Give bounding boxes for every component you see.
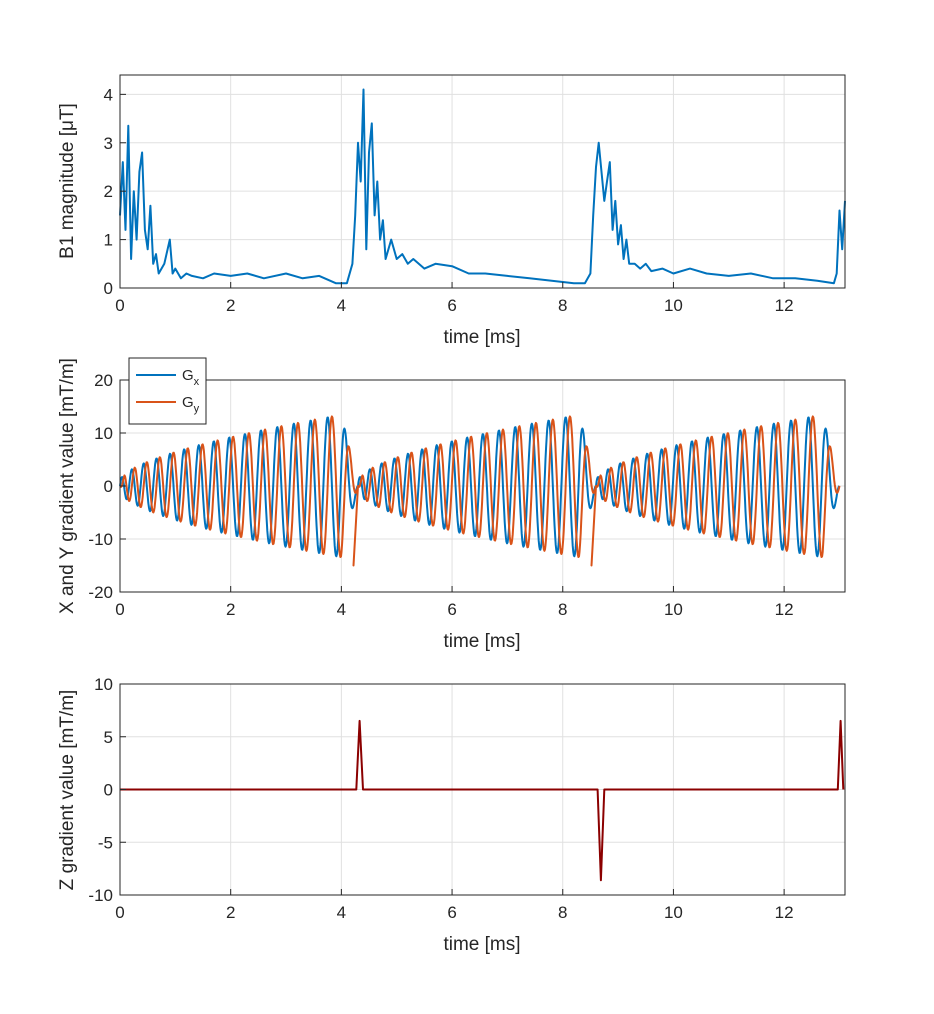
legend-box [128,357,207,425]
b1-ytick-label: 1 [104,231,113,250]
b1-ytick-label: 0 [104,279,113,298]
xy-series-gy [119,415,841,567]
legend-gx-base: G [182,367,194,384]
b1-series-b1 [119,88,846,285]
z-xtick-label: 12 [775,903,794,922]
b1-xlabel: time [ms] [443,327,520,348]
z-xtick-label: 0 [115,903,124,922]
z-data [120,719,845,882]
b1-xtick-label: 0 [115,296,124,315]
z-ytick-label: -10 [88,886,113,905]
z-gradient-plot: 0 2 4 6 8 10 12 -10 -5 0 5 10 time [ms] Z gradient … [57,675,846,955]
xy-ytick-label: -10 [88,530,113,549]
z-ticks: 0 2 4 6 8 10 12 -10 -5 0 5 10 [88,675,793,922]
b1-plot-area [120,75,845,288]
xy-xtick-label: 6 [447,600,456,619]
b1-axes-box [119,74,846,289]
xy-ylabel: X and Y gradient value [mT/m] [57,358,78,614]
b1-xtick-label: 2 [226,296,235,315]
xy-xtick-label: 0 [115,600,124,619]
z-ylabel: Z gradient value [mT/m] [57,690,78,891]
b1-ytick-label: 3 [104,134,113,153]
b1-data [119,88,846,285]
legend: Gx Gy [128,357,207,425]
xy-xlabel: time [ms] [443,631,520,652]
z-ytick-label: 10 [94,675,113,694]
z-ytick-label: -5 [98,833,113,852]
z-series-gz [120,719,845,882]
z-xtick-label: 8 [558,903,567,922]
z-ytick-label: 0 [104,781,113,800]
b1-xtick-label: 6 [447,296,456,315]
xy-xtick-label: 2 [226,600,235,619]
xy-xtick-label: 8 [558,600,567,619]
xy-ticks: 0 2 4 6 8 10 12 -20 -10 0 10 20 [88,371,793,619]
legend-gy-label: Gy [182,394,200,415]
b1-xtick-label: 8 [558,296,567,315]
z-xtick-label: 10 [664,903,683,922]
b1-xtick-label: 12 [775,296,794,315]
legend-gy-sub: y [194,403,200,415]
xy-xtick-label: 10 [664,600,683,619]
xy-ytick-label: 0 [104,477,113,496]
z-xtick-label: 6 [447,903,456,922]
xy-ytick-label: 10 [94,424,113,443]
z-xtick-label: 4 [337,903,346,922]
xy-xtick-label: 12 [775,600,794,619]
xy-ytick-label: 20 [94,371,113,390]
b1-xtick-label: 4 [337,296,346,315]
b1-xtick-label: 10 [664,296,683,315]
legend-gy-base: G [182,394,194,411]
b1-ytick-label: 4 [104,85,113,104]
legend-gx-sub: x [194,376,200,388]
xy-ytick-label: -20 [88,583,113,602]
b1-ylabel: B1 magnitude [μT] [57,103,78,259]
xy-data [119,415,841,567]
b1-grid [119,75,845,289]
legend-gx-label: Gx [182,367,200,388]
z-xlabel: time [ms] [443,934,520,955]
z-ytick-label: 5 [104,728,113,747]
b1-ytick-label: 2 [104,182,113,201]
xy-gradient-plot: 0 2 4 6 8 10 12 -20 -10 0 10 20 time [ms] X and Y g… [57,357,846,652]
xy-xtick-label: 4 [337,600,346,619]
z-xtick-label: 2 [226,903,235,922]
